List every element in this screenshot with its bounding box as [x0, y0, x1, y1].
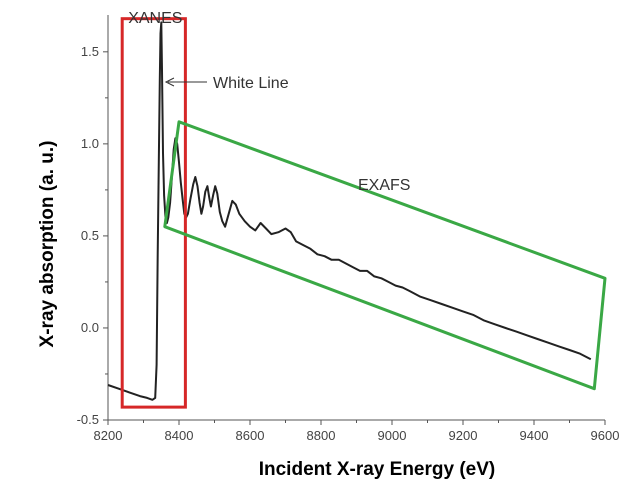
- xanes-label: XANES: [128, 10, 182, 27]
- white-line-label: White Line: [213, 75, 289, 92]
- y-tick-label: 0.5: [81, 228, 99, 243]
- exafs-box: [163, 120, 607, 391]
- x-tick-label: 8800: [307, 428, 336, 443]
- annotation-layer: XANES EXAFS White Line: [120, 10, 607, 409]
- axes: [107, 15, 605, 421]
- spectrum-line: [107, 21, 592, 401]
- xanes-box: [120, 17, 187, 409]
- x-axis-title: Incident X-ray Energy (eV): [259, 459, 496, 480]
- x-axis-ticks: 8200 8400 8600 8800 9000 9200 9400 9600: [94, 420, 620, 443]
- x-tick-label: 9400: [520, 428, 549, 443]
- series-layer: [107, 21, 592, 401]
- x-tick-label: 8600: [236, 428, 265, 443]
- y-tick-label: -0.5: [77, 412, 99, 427]
- y-axis-title: X-ray absorption (a. u.): [37, 141, 58, 348]
- x-tick-label: 9200: [449, 428, 478, 443]
- x-tick-label: 9600: [591, 428, 620, 443]
- x-tick-label: 8200: [94, 428, 123, 443]
- y-tick-label: 0.0: [81, 320, 99, 335]
- white-line-arrow-head: [164, 77, 175, 87]
- y-axis-ticks: -0.5 0.0 0.5 1.0 1.5: [77, 44, 108, 427]
- y-tick-label: 1.5: [81, 44, 99, 59]
- x-tick-label: 8400: [165, 428, 194, 443]
- x-tick-label: 9000: [378, 428, 407, 443]
- exafs-label: EXAFS: [358, 177, 410, 194]
- y-tick-label: 1.0: [81, 136, 99, 151]
